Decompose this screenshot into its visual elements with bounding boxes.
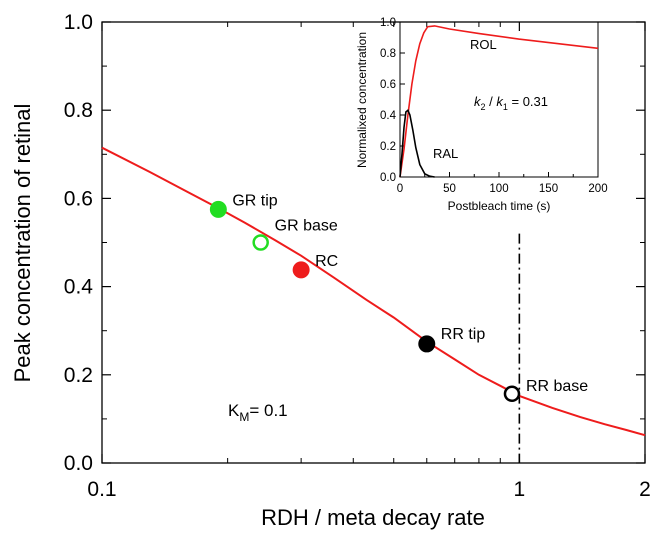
main-y-tick-label: 0.2 <box>64 364 93 387</box>
y-axis-title: Peak concentration of retinal <box>10 104 35 383</box>
inset-x-tick-label: 0 <box>397 183 403 195</box>
km-annotation-sub: M <box>239 410 249 424</box>
main-x-tick-label: 2 <box>639 478 651 501</box>
inset-series-label-rol: ROL <box>470 37 497 52</box>
inset-ratio-k1-sub: 1 <box>503 102 508 112</box>
inset-curve-ral <box>399 109 435 178</box>
km-annotation: KM= 0.1 <box>228 401 288 424</box>
point-label-gr-tip: GR tip <box>232 192 277 209</box>
point-label-rr-base: RR base <box>526 378 588 395</box>
point-rc <box>292 261 310 279</box>
main-y-tick-labels: 0.0 0.2 0.4 0.6 0.8 1.0 <box>64 11 94 475</box>
main-x-tick-label: 1 <box>514 478 526 501</box>
main-x-tick-label: 0.1 <box>87 478 116 501</box>
inset-x-tick-labels: 0 50 100 150 200 <box>397 183 608 195</box>
inset-x-tick-label: 100 <box>489 183 508 195</box>
inset-series-label-ral: RAL <box>433 146 458 161</box>
inset-ratio-value: = 0.31 <box>508 94 548 109</box>
main-points <box>209 200 521 403</box>
main-y-tick-label: 0.6 <box>64 187 93 210</box>
main-y-tick-label: 1.0 <box>64 11 93 34</box>
inset-ratio-annotation: k2 / k1 = 0.31 <box>474 94 548 112</box>
point-label-gr-base: GR base <box>275 218 338 235</box>
point-gr-tip <box>209 200 227 218</box>
main-y-tick-label: 0.0 <box>64 452 93 475</box>
inset-y-tick-label: 0.4 <box>380 110 397 122</box>
inset-ratio-k2: k <box>474 94 482 109</box>
point-label-rc: RC <box>315 253 338 270</box>
inset-x-tick-label: 150 <box>539 183 558 195</box>
inset-x-axis-title: Postbleach time (s) <box>448 199 551 213</box>
point-rr-tip <box>418 335 436 353</box>
point-gr-base <box>252 234 269 251</box>
inset-ratio-sep: / <box>486 94 497 109</box>
main-plot-frame <box>101 21 646 464</box>
main-x-tick-labels: 0.1 1 2 <box>87 478 650 501</box>
km-annotation-k: K <box>228 401 240 420</box>
inset-x-tick-label: 50 <box>443 183 456 195</box>
inset-ratio-k2-sub: 2 <box>481 102 486 112</box>
point-label-rr-tip: RR tip <box>441 326 486 343</box>
main-axis-ticks <box>101 21 646 464</box>
inset-x-tick-label: 200 <box>588 183 607 195</box>
main-y-tick-label: 0.4 <box>64 276 94 299</box>
inset-y-axis-title: Normalixed concentration <box>355 32 369 168</box>
point-rr-base <box>503 385 521 403</box>
inset-ratio-k1: k <box>496 94 504 109</box>
x-axis-title: RDH / meta decay rate <box>261 505 485 530</box>
inset-y-tick-label: 0.0 <box>380 172 396 184</box>
inset-y-tick-label: 0.8 <box>380 48 396 60</box>
inset-y-tick-label: 0.2 <box>380 141 396 153</box>
inset-y-tick-label: 0.6 <box>380 79 396 91</box>
main-y-tick-label: 0.8 <box>64 99 93 122</box>
km-annotation-value: = 0.1 <box>249 401 287 420</box>
inset-y-tick-label: 1.0 <box>380 17 396 29</box>
inset-chart: 0 50 100 150 200 0.00.20.40.60.81.0 ROL RAL … <box>355 17 608 213</box>
inset-y-tick-labels: 0.0 0.2 0.4 0.6 0.8 1.0 <box>380 17 397 184</box>
main-point-labels: GR tip GR base RC RR tip RR base <box>232 192 588 394</box>
